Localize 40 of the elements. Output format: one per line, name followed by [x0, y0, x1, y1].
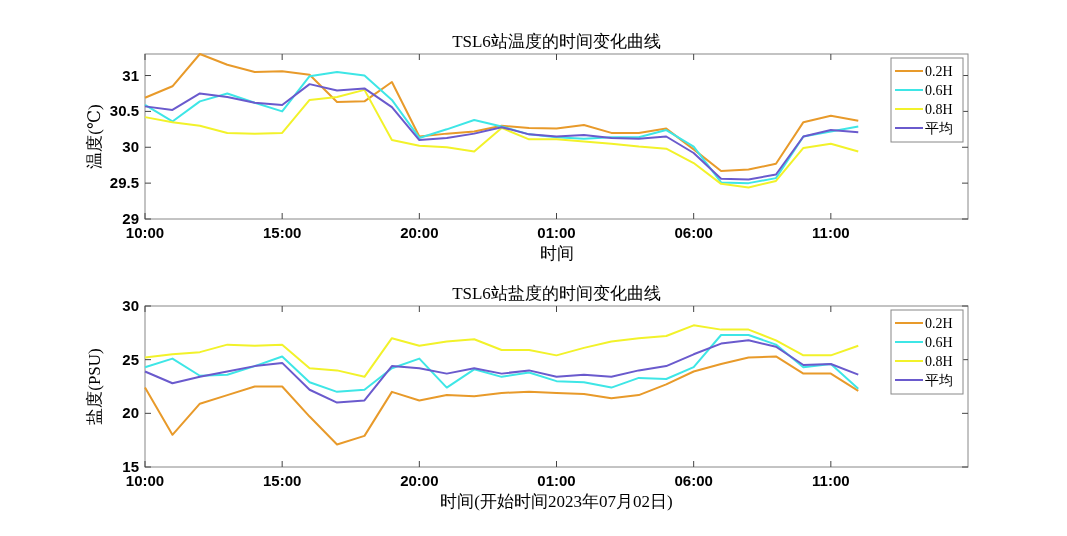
- line-series: [144, 324, 860, 378]
- y-tick-label: 25: [122, 350, 139, 368]
- legend-label: 0.2H: [925, 64, 953, 79]
- legend-label: 平均: [925, 121, 953, 136]
- x-axis-title: 时间: [539, 244, 574, 263]
- y-tick-label: 30: [122, 297, 139, 314]
- x-tick-label: 06:00: [674, 224, 713, 241]
- x-tick-label: 10:00: [125, 224, 165, 241]
- x-axis-title: 时间(开始时间2023年07月02日): [440, 492, 673, 511]
- y-tick-label: 31: [122, 66, 139, 84]
- y-tick-label: 29.5: [109, 174, 139, 192]
- x-tick-label: 11:00: [812, 224, 850, 241]
- x-tick-label: 10:00: [125, 472, 165, 489]
- line-series: [144, 53, 860, 172]
- x-tick-label: 11:00: [812, 472, 850, 489]
- line-series: [144, 339, 860, 404]
- line-series: [144, 333, 860, 393]
- x-tick-label: 01:00: [537, 224, 576, 241]
- y-tick-label: 20: [122, 404, 139, 422]
- y-tick-label: 15: [122, 458, 139, 475]
- legend-label: 0.8H: [925, 354, 953, 369]
- y-axis-title: 盐度(PSU): [85, 348, 104, 425]
- y-tick-label: 30.5: [109, 102, 139, 120]
- legend-label: 0.2H: [925, 316, 953, 331]
- x-tick-label: 20:00: [400, 224, 439, 241]
- x-tick-label: 01:00: [537, 472, 576, 489]
- y-tick-label: 29: [122, 210, 139, 227]
- x-tick-label: 15:00: [262, 472, 302, 489]
- chart-title: TSL6站温度的时间变化曲线: [452, 32, 661, 51]
- legend-label: 0.6H: [925, 335, 953, 350]
- chart-title: TSL6站盐度的时间变化曲线: [452, 284, 661, 303]
- y-axis-title: 温度(℃): [85, 104, 104, 169]
- legend-label: 0.8H: [925, 102, 953, 117]
- line-series: [144, 355, 860, 446]
- x-tick-label: 06:00: [674, 472, 713, 489]
- legend-label: 0.6H: [925, 83, 953, 98]
- x-tick-label: 15:00: [262, 224, 302, 241]
- y-tick-label: 30: [122, 138, 139, 156]
- legend-label: 平均: [925, 373, 953, 388]
- x-tick-label: 20:00: [400, 472, 439, 489]
